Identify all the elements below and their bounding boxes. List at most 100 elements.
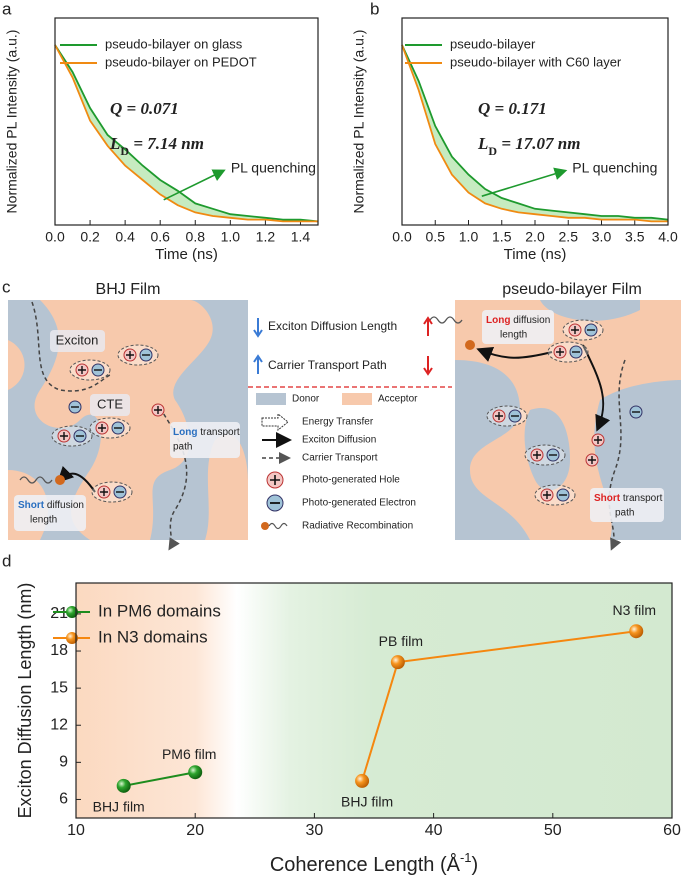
emph: Long [486,315,510,326]
x-axis-label-part: Coherence Length (Å [270,853,461,876]
series-line [54,44,318,223]
chart: a 0.0 0.2 0.4 0.6 0.8 1.0 1.2 1.4 Time (ns) Normal… [2,0,319,263]
legend-donor: Donor [292,394,320,405]
x-tick-label: 0.0 [45,229,65,245]
annotation: PL quenching [572,160,657,176]
text: transport [620,493,662,504]
panel-label: a [2,0,12,18]
x-tick-label: 60 [663,822,681,839]
ld-part: = 17.07 nm [497,134,580,153]
y-axis-label: Normalized PL Intensity (a.u.) [4,30,20,214]
sign [60,432,68,440]
ld-value: LD = 17.07 nm [477,134,580,158]
x-tick-label: 0.6 [150,229,170,245]
recombination [465,340,475,350]
axes-frame [401,17,669,226]
x-tick-label: 50 [544,822,562,839]
point [629,624,644,639]
x-axis-label: Coherence Length (Å-1) [270,850,478,876]
panel-label: d [2,551,11,570]
y-tick-label: 9 [59,754,68,771]
legend-electron: Photo-generated Electron [302,498,416,509]
q-value: Q = 0.071 [110,99,179,118]
x-tick-label: 1.4 [291,229,311,245]
pseudo-bilayer-film: Long diffusion length Short transport pa… [429,300,681,551]
legend-label: pseudo-bilayer with C60 layer [450,54,622,69]
short-diffusion-2: length [30,515,57,526]
annotation: PL quenching [231,160,316,176]
sign [556,348,564,356]
x-tick-label: 0.4 [115,229,135,245]
point-label: N3 film [612,602,656,618]
sign [126,351,134,359]
legend-acceptor: Acceptor [378,394,418,405]
panel-label: c [2,277,11,296]
plot-background [76,583,672,818]
y-tick-label: 18 [50,642,68,659]
sign [594,436,602,444]
y-axis-label: Normalized PL Intensity (a.u.) [351,30,367,214]
y-axis-label: Exciton Diffusion Length (nm) [15,583,35,819]
short-diffusion: Short diffusion [18,500,84,511]
long-diffusion: Long diffusion [486,315,550,326]
x-tick-label: 10 [67,822,85,839]
exciton-label: Exciton [56,332,99,347]
legend-transport: Carrier Transport [302,453,378,464]
long-transport: Long transport [173,427,240,438]
legend-diffusion: Exciton Diffusion [302,435,376,446]
sign [154,406,162,414]
x-tick-label: 1.0 [221,229,241,245]
point [188,765,203,780]
series-line [54,44,319,223]
legend-label: pseudo-bilayer on glass [105,36,243,51]
x-tick-label: 1.0 [459,229,479,245]
text: diffusion [44,500,84,511]
legend-label: pseudo-bilayer on PEDOT [105,54,257,69]
left-title: BHJ Film [96,281,161,298]
trend-2: Carrier Transport Path [268,358,387,372]
annotation-arrow [163,169,226,201]
panel-label: b [370,0,379,18]
x-tick-label: 0.0 [392,229,412,245]
ld-value: LD = 7.14 nm [109,134,204,158]
legend-marker [66,632,78,644]
text: transport [197,427,239,438]
q-value: Q = 0.171 [478,99,547,118]
point-label: PM6 film [162,746,216,762]
sign [571,326,579,334]
point [116,778,131,793]
x-tick-label: 2.5 [559,229,579,245]
y-tick-label: 15 [50,679,68,696]
x-axis-label-part: ) [472,854,479,876]
legend-label: In N3 domains [98,627,208,646]
x-tick-label: 3.5 [625,229,645,245]
sign [533,451,541,459]
x-axis-label: Time (ns) [155,246,218,263]
x-tick-label: 40 [425,822,443,839]
sign [100,488,108,496]
short-transport-2: path [615,508,634,519]
ld-part: D [120,144,129,158]
ld-part: = 7.14 nm [129,134,204,153]
sign [588,456,596,464]
x-axis-label: Time (ns) [504,246,567,263]
legend-energy: Energy Transfer [302,417,374,428]
emph: Long [173,427,197,438]
point-label: PB film [379,633,423,649]
legend-marker [66,606,78,618]
x-tick-label: 1.2 [256,229,276,245]
legend-hole: Photo-generated Hole [302,475,400,486]
long-transport-2: path [173,442,192,453]
ld-part: L [109,134,120,153]
text: diffusion [510,315,550,326]
x-tick-label: 0.8 [186,229,206,245]
legend-radiative: Radiative Recombination [302,521,413,532]
x-axis-label-part: -1 [460,850,472,865]
chart: d 10 20 30 40 50 60 6 9 12 15 18 21 Coherence Length … [2,551,681,876]
chart: b 0.0 0.5 1.0 1.5 2.0 2.5 3.0 3.5 4.0 Time (ns) Nor… [351,0,678,263]
x-tick-label: 1.5 [492,229,512,245]
cte-label: CTE [97,396,123,411]
ld-part: D [488,144,497,158]
y-tick-label: 21 [50,605,68,622]
